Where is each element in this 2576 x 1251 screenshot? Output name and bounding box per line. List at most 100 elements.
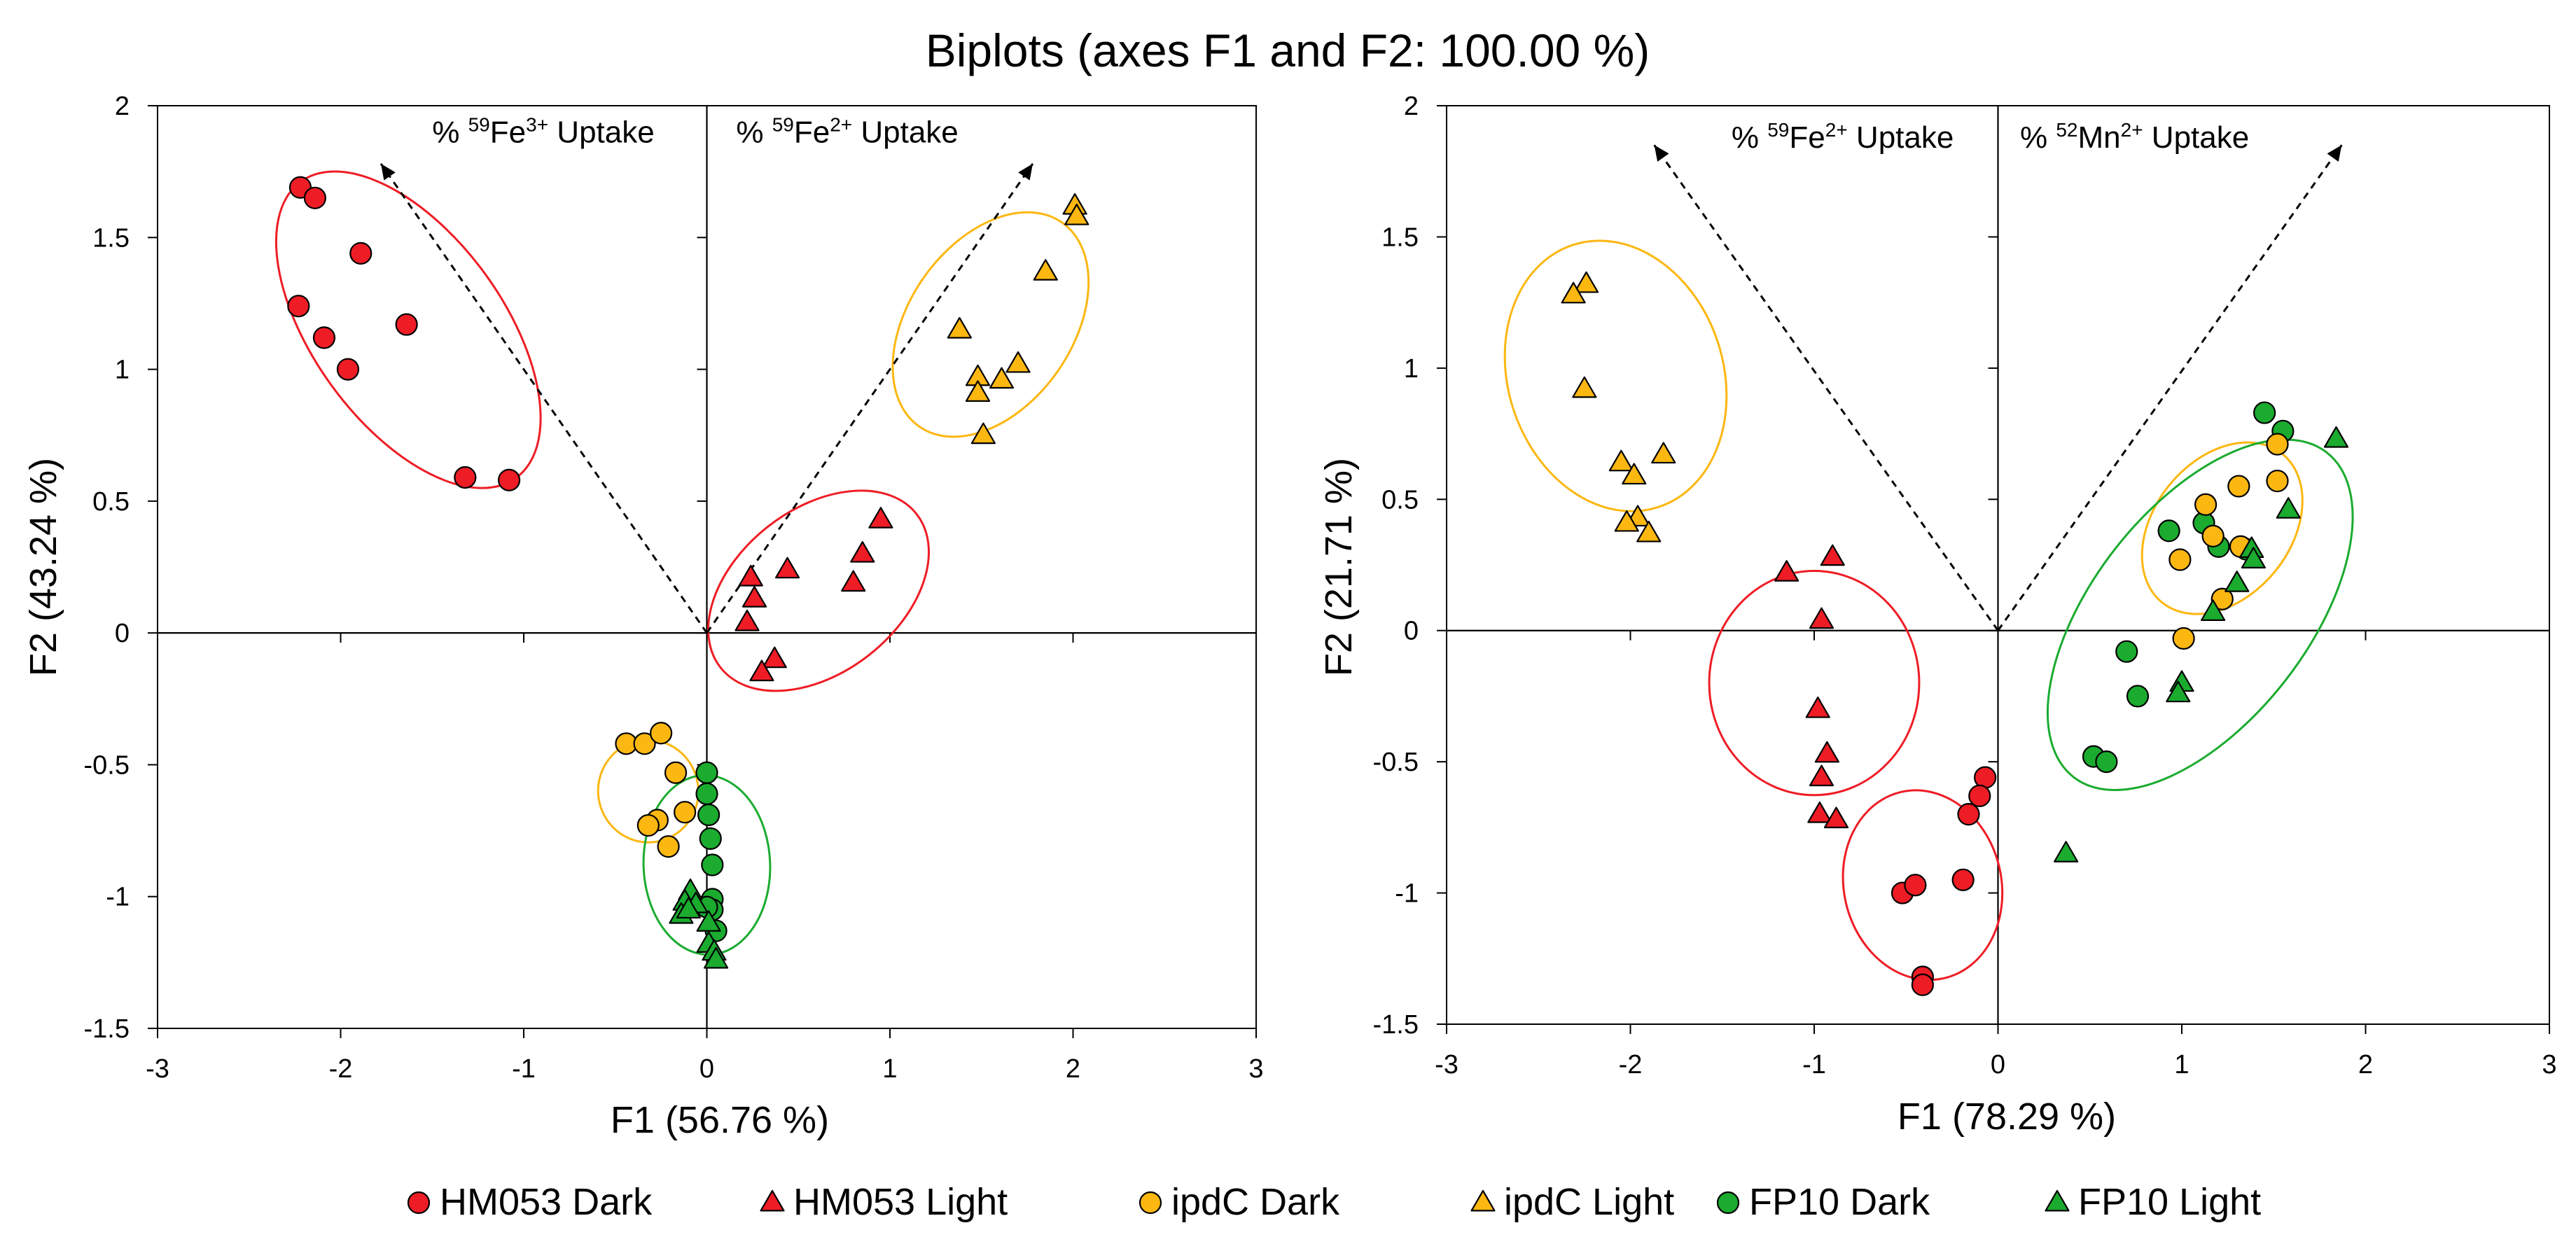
data-point-hm053-dark <box>1911 973 1934 996</box>
data-point-fp10-dark <box>697 803 720 827</box>
x-axis-label: F1 (56.76 %) <box>611 1099 829 1141</box>
y-tick-label: 1 <box>1404 354 1419 384</box>
data-point-ipdc-dark <box>633 732 656 755</box>
data-point-hm053-dark <box>303 186 326 209</box>
data-point-fp10-dark <box>2095 750 2118 774</box>
data-point-ipdc-dark <box>2227 475 2250 498</box>
data-point-fp10-light <box>2166 680 2191 703</box>
legend-marker-ipdc-light <box>1470 1189 1496 1212</box>
legend-label-fp10-light: FP10 Light <box>2078 1181 2261 1223</box>
y-tick-label: -0.5 <box>1373 748 1419 777</box>
data-point-fp10-dark <box>695 782 718 805</box>
confidence-ellipse <box>1503 239 1728 512</box>
data-point-hm053-light <box>1774 560 1799 582</box>
data-point-ipdc-dark <box>674 801 697 824</box>
vector-label: % 59Fe2+ Uptake <box>736 114 958 150</box>
data-point-fp10-light <box>2225 571 2250 592</box>
legend-marker-hm053-light <box>760 1189 785 1212</box>
data-point-fp10-light <box>2201 599 2226 621</box>
y-tick-label: -1.5 <box>84 1014 130 1044</box>
y-axis-label: F2 (43.24 %) <box>22 458 64 676</box>
y-axis-label: F2 (21.71 %) <box>1318 458 1360 676</box>
data-point-fp10-light <box>676 897 701 919</box>
data-point-ipdc-light <box>1005 351 1031 373</box>
data-point-ipdc-dark <box>650 722 673 745</box>
data-point-hm053-light <box>738 564 763 587</box>
data-point-hm053-light <box>841 570 866 592</box>
data-point-ipdc-dark <box>2211 587 2234 610</box>
data-point-hm053-light <box>1820 544 1845 566</box>
data-point-hm053-light <box>762 646 787 669</box>
data-point-hm053-light <box>850 540 875 563</box>
data-point-fp10-light <box>2054 841 2079 862</box>
data-point-ipdc-light <box>1064 203 1089 225</box>
data-point-hm053-light <box>774 557 800 579</box>
data-point-ipdc-light <box>1651 442 1676 464</box>
x-tick-label: 0 <box>1991 1050 2005 1079</box>
data-point-ipdc-dark <box>657 835 680 858</box>
data-point-hm053-dark <box>1951 868 1975 891</box>
data-point-hm053-light <box>1805 696 1830 718</box>
data-point-hm053-dark <box>336 358 360 381</box>
x-tick-label: -3 <box>1435 1050 1458 1079</box>
data-point-ipdc-light <box>1636 520 1662 543</box>
y-tick-label: 0.5 <box>92 487 130 517</box>
data-point-hm053-dark <box>1904 874 1927 897</box>
data-point-hm053-dark <box>1957 803 1980 826</box>
data-point-hm053-light <box>868 507 893 529</box>
y-tick-label: 0 <box>1404 617 1419 646</box>
data-point-ipdc-light <box>1608 449 1634 472</box>
data-point-hm053-light <box>1809 764 1834 787</box>
data-point-ipdc-dark <box>2266 433 2289 456</box>
data-point-hm053-light <box>734 609 760 631</box>
y-tick-label: 1.5 <box>92 223 130 253</box>
data-point-hm053-light <box>1807 801 1832 823</box>
data-point-fp10-dark <box>701 853 724 876</box>
data-point-fp10-dark <box>2126 685 2150 708</box>
data-point-fp10-dark <box>695 761 718 784</box>
legend-label-ipdc-dark: ipdC Dark <box>1171 1181 1340 1223</box>
data-point-fp10-dark <box>699 827 722 850</box>
vector-label: % 59Fe2+ Uptake <box>1732 119 1954 155</box>
x-axis-label: F1 (78.29 %) <box>1898 1096 2116 1138</box>
y-tick-label: 1 <box>115 356 130 385</box>
y-tick-label: 1.5 <box>1381 223 1419 252</box>
y-tick-label: -1 <box>106 883 130 912</box>
legend-marker-fp10-light <box>2045 1189 2070 1212</box>
data-point-hm053-light <box>1823 806 1849 829</box>
data-point-ipdc-light <box>970 422 996 445</box>
data-point-ipdc-dark <box>664 761 688 784</box>
x-tick-label: -2 <box>329 1054 353 1084</box>
data-point-ipdc-light <box>1573 271 1599 293</box>
legend-label-hm053-light: HM053 Light <box>793 1181 1008 1223</box>
data-point-hm053-light <box>1809 607 1834 629</box>
data-point-ipdc-dark <box>2266 469 2289 493</box>
chart-title: Biplots (axes F1 and F2: 100.00 %) <box>926 25 1650 76</box>
confidence-ellipse <box>2046 438 2354 791</box>
vector-arrowhead <box>1654 145 1669 162</box>
data-point-ipdc-light <box>947 316 972 339</box>
right-biplot: -3 -2 -1 0 1 2 3 -1.5 -1 -0.5 0 0.5 1 1.5 2 F1 (78.29 %… <box>1318 92 2557 1138</box>
data-point-ipdc-light <box>1614 510 1639 532</box>
data-point-fp10-dark <box>2157 519 2180 543</box>
data-point-ipdc-light <box>989 367 1015 389</box>
data-point-hm053-dark <box>395 313 418 336</box>
confidence-ellipse <box>1708 570 1921 797</box>
data-point-ipdc-light <box>965 380 991 402</box>
legend: HM053 Dark HM053 Light ipdC Dark ipdC Light… <box>407 1181 2261 1223</box>
left-biplot: -3 -2 -1 0 1 2 3 -1.5 -1 -0.5 0 0.5 1 1.5 2 F1 (56.76 %… <box>22 92 1264 1141</box>
vector-arrowhead <box>381 163 396 181</box>
loading-vector <box>1653 144 1999 631</box>
y-tick-label: 2 <box>115 92 130 121</box>
data-point-hm053-dark <box>349 242 373 265</box>
data-point-ipdc-light <box>1622 463 1647 485</box>
confidence-ellipse <box>707 489 930 692</box>
data-point-hm053-dark <box>287 295 310 318</box>
vector-arrowhead <box>1018 163 1033 181</box>
x-tick-label: 3 <box>2542 1050 2556 1079</box>
legend-label-ipdc-light: ipdC Light <box>1504 1181 1674 1223</box>
x-tick-label: -1 <box>512 1054 536 1084</box>
data-point-hm053-dark <box>497 468 521 491</box>
data-point-ipdc-dark <box>2168 548 2192 571</box>
y-tick-label: -1 <box>1395 879 1419 909</box>
